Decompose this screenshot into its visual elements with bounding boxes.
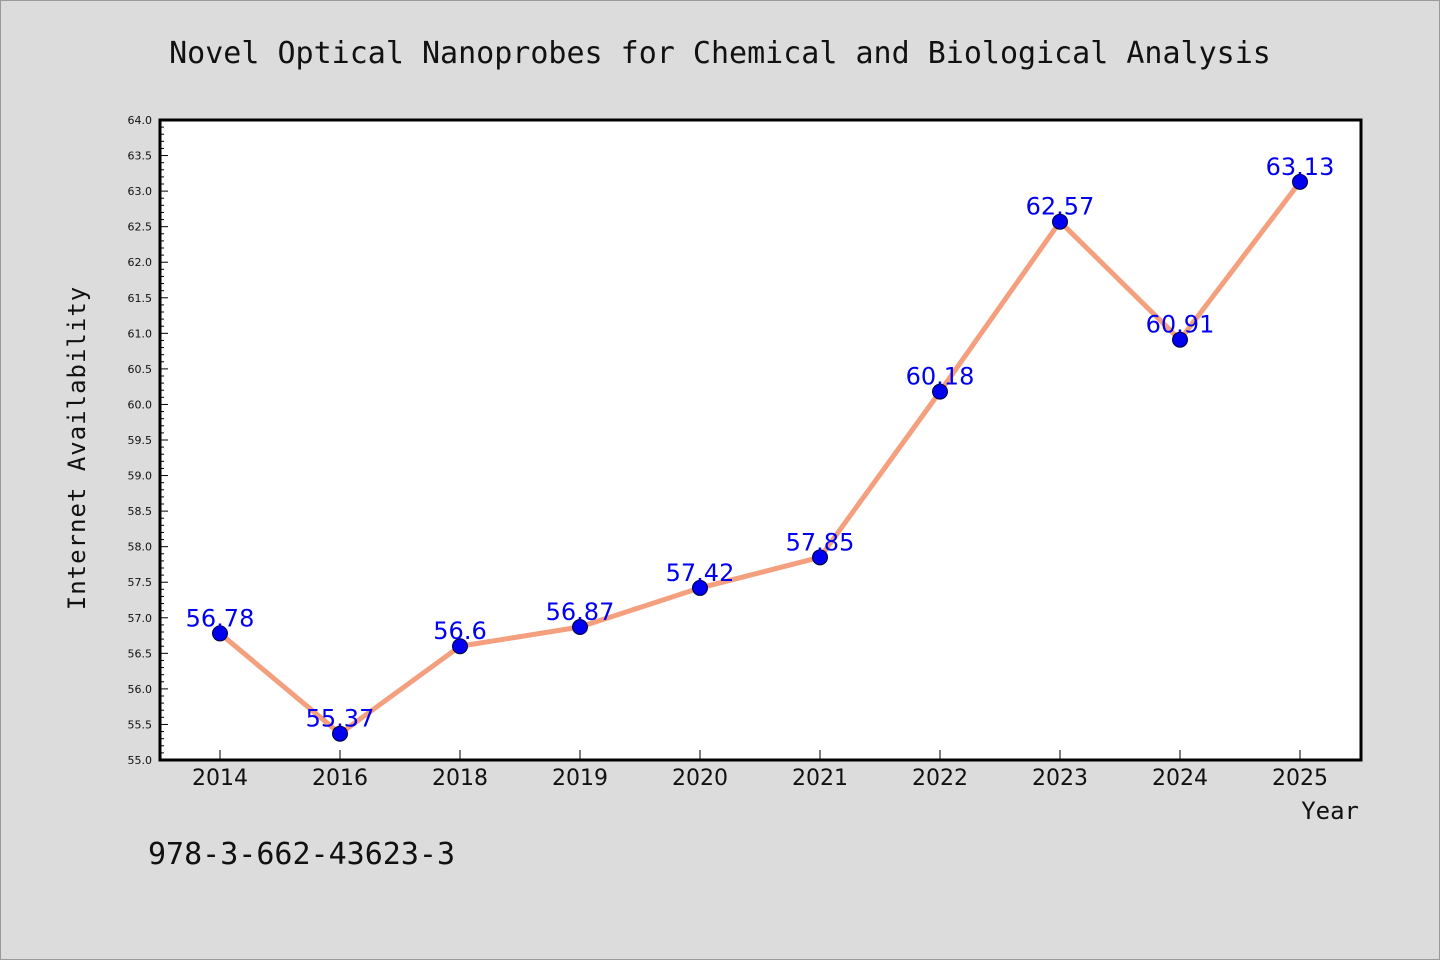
data-point (1292, 173, 1308, 190)
y-tick-label: 63.5 (128, 150, 153, 163)
series-line (218, 180, 1302, 737)
y-axis-label: Internet Availability (63, 286, 91, 610)
data-label: 62.57 (1026, 193, 1095, 221)
y-tick-label: 60.5 (128, 363, 153, 376)
data-label: 56.6 (433, 617, 486, 645)
data-point (452, 638, 468, 655)
x-tick-label: 2025 (1272, 766, 1328, 791)
x-tick-label: 2019 (552, 766, 608, 791)
plot-area (158, 118, 1363, 762)
chart-title: Novel Optical Nanoprobes for Chemical an… (169, 36, 1271, 71)
x-tick-label: 2020 (672, 766, 728, 791)
y-tick-label: 59.0 (128, 470, 153, 483)
y-tick-label: 57.0 (128, 612, 153, 625)
x-tick-label: 2024 (1152, 766, 1208, 791)
x-tick-label: 2018 (432, 766, 488, 791)
x-axis: 2014 2016 2018 2019 2020 2021 2022 2023 2024 2025 (192, 750, 1328, 791)
x-tick-label: 2014 (192, 766, 248, 791)
x-tick-label: 2023 (1032, 766, 1088, 791)
data-point (1052, 213, 1068, 230)
x-tick-label: 2021 (792, 766, 848, 791)
data-label: 56.87 (546, 598, 615, 626)
y-tick-label: 59.5 (128, 434, 153, 447)
isbn-annotation: 978-3-662-43623-3 (148, 837, 455, 872)
x-tick-label: 2022 (912, 766, 968, 791)
data-label: 55.37 (306, 705, 375, 733)
y-tick-label: 64.0 (128, 114, 153, 127)
y-tick-label: 57.5 (128, 576, 153, 589)
y-tick-label: 56.0 (128, 683, 153, 696)
y-tick-label: 60.0 (128, 398, 153, 411)
data-point (932, 383, 948, 400)
data-point (332, 725, 348, 742)
y-tick-label: 55.0 (128, 754, 153, 767)
data-label: 57.85 (786, 528, 855, 556)
y-tick-label: 58.5 (128, 505, 153, 518)
data-label: 57.42 (666, 559, 735, 587)
y-tick-label: 62.5 (128, 221, 153, 234)
y-tick-label: 56.5 (128, 647, 153, 660)
y-tick-label: 61.5 (128, 292, 153, 305)
x-tick-label: 2016 (312, 766, 368, 791)
series (212, 173, 1308, 742)
data-label: 56.78 (186, 604, 255, 632)
y-tick-label: 62.0 (128, 256, 153, 269)
data-point (692, 579, 708, 596)
data-point (572, 619, 588, 636)
y-axis: 55.0 55.5 56.0 56.5 57.0 57.5 58.0 58.5 59.0 59.5… (128, 114, 168, 767)
y-tick-label: 55.5 (128, 718, 153, 731)
data-label: 60.18 (906, 363, 975, 391)
data-point (1172, 331, 1188, 348)
data-labels: 56.78 55.37 56.6 56.87 57.42 57.85 60.18 62.57 6… (186, 153, 1335, 733)
data-label: 60.91 (1146, 311, 1215, 339)
y-tick-label: 58.0 (128, 541, 153, 554)
data-label: 63.13 (1266, 153, 1335, 181)
data-point (812, 549, 828, 566)
y-tick-label: 63.0 (128, 185, 153, 198)
x-axis-label: Year (1301, 797, 1359, 825)
data-point (212, 625, 228, 642)
y-tick-label: 61.0 (128, 327, 153, 340)
